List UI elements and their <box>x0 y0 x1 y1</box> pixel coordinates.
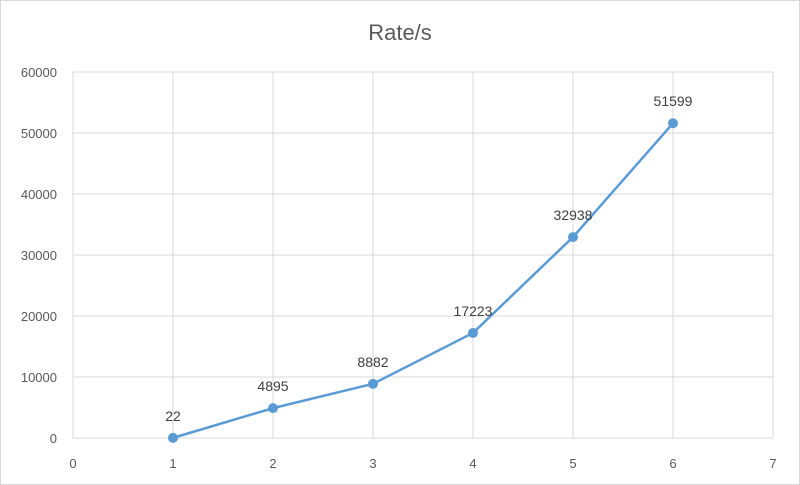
data-label: 22 <box>165 408 181 424</box>
x-tick-label: 6 <box>669 456 676 471</box>
x-tick-label: 7 <box>769 456 776 471</box>
x-tick-label: 0 <box>69 456 76 471</box>
axes: 0 10000 20000 30000 40000 50000 60000 0 1 2 3 4 5 6 7 <box>21 65 777 471</box>
y-tick-label: 10000 <box>21 370 57 385</box>
data-label: 51599 <box>654 93 693 109</box>
x-tick-label: 5 <box>569 456 576 471</box>
y-tick-label: 60000 <box>21 65 57 80</box>
y-tick-label: 30000 <box>21 248 57 263</box>
y-tick-label: 40000 <box>21 187 57 202</box>
data-point-marker <box>368 378 378 389</box>
data-label: 32938 <box>554 207 593 223</box>
data-label: 17223 <box>454 303 493 319</box>
data-point-marker <box>268 403 278 414</box>
data-label: 4895 <box>257 378 288 394</box>
series-line <box>171 121 675 440</box>
y-tick-label: 20000 <box>21 309 57 324</box>
x-tick-label: 3 <box>369 456 376 471</box>
data-labels: 22 4895 8882 17223 32938 51599 <box>165 93 692 424</box>
y-tick-label: 0 <box>50 431 57 446</box>
gridlines <box>72 71 774 439</box>
data-point-marker <box>668 118 678 129</box>
x-tick-label: 2 <box>269 456 276 471</box>
data-point-marker <box>568 232 578 243</box>
chart-title: Rate/s <box>368 20 432 45</box>
data-series <box>168 118 678 443</box>
x-tick-label: 4 <box>469 456 476 471</box>
data-label: 8882 <box>357 354 388 370</box>
x-tick-label: 1 <box>169 456 176 471</box>
data-point-marker <box>468 327 478 338</box>
data-point-marker <box>168 432 178 443</box>
y-tick-label: 50000 <box>21 126 57 141</box>
